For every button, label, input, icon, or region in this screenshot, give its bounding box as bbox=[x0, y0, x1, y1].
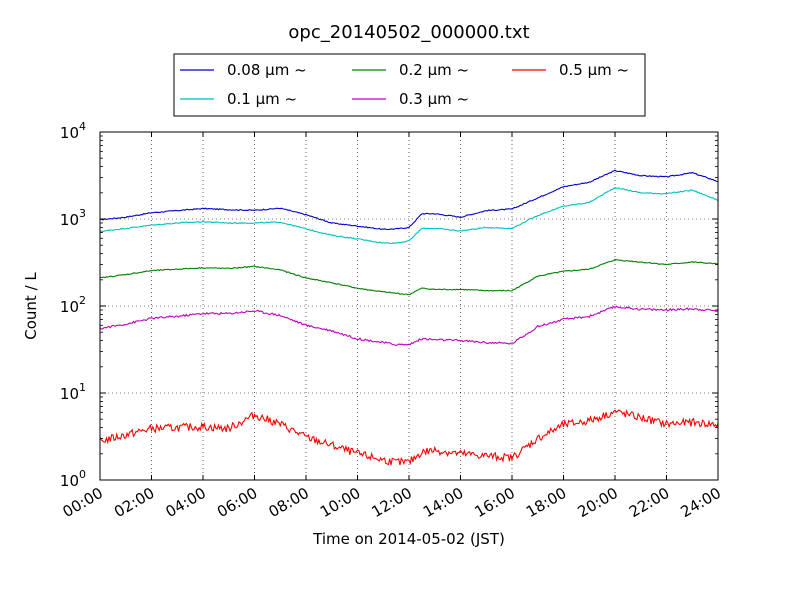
y-tick-label: 100 bbox=[60, 468, 86, 490]
series-line-2 bbox=[99, 258, 719, 296]
legend-label-4: 0.5 μm ~ bbox=[559, 61, 629, 79]
legend-box bbox=[173, 53, 646, 117]
series-layer bbox=[99, 169, 719, 466]
legend-label-2: 0.2 μm ~ bbox=[399, 61, 469, 79]
series-line-4 bbox=[99, 409, 719, 466]
x-tick-labels: 00:00 02:00 04:00 06:00 08:00 10:00 12:00 14:00… bbox=[60, 484, 724, 521]
y-tick-labels: 100 101 102 103 104 bbox=[60, 120, 86, 490]
x-tick-label: 02:00 bbox=[111, 484, 157, 521]
x-tick-label: 10:00 bbox=[317, 484, 363, 521]
x-tick-label: 06:00 bbox=[214, 484, 260, 521]
x-axis-label: Time on 2014-05-02 (JST) bbox=[312, 530, 505, 548]
x-tick-label: 12:00 bbox=[369, 484, 415, 521]
chart-title: opc_20140502_000000.txt bbox=[288, 22, 529, 43]
y-axis-label: Count / L bbox=[22, 272, 40, 340]
axis-ticks bbox=[99, 131, 719, 481]
legend-label-1: 0.1 μm ~ bbox=[227, 90, 297, 108]
x-tick-label: 16:00 bbox=[472, 484, 518, 521]
series-line-1 bbox=[99, 187, 719, 245]
x-tick-label: 18:00 bbox=[523, 484, 569, 521]
legend-label-0: 0.08 μm ~ bbox=[227, 61, 307, 79]
x-tick-label: 22:00 bbox=[626, 484, 672, 521]
y-tick-label: 103 bbox=[60, 207, 86, 229]
x-tick-label: 20:00 bbox=[575, 484, 621, 521]
x-tick-label: 08:00 bbox=[266, 484, 312, 521]
x-tick-label: 24:00 bbox=[678, 484, 724, 521]
y-tick-label: 102 bbox=[60, 294, 86, 316]
x-tick-label: 04:00 bbox=[163, 484, 209, 521]
series-line-3 bbox=[99, 305, 719, 347]
legend-label-3: 0.3 μm ~ bbox=[399, 90, 469, 108]
y-tick-label: 104 bbox=[60, 120, 86, 142]
series-line-0 bbox=[99, 169, 719, 231]
legend: 0.08 μm ~ 0.1 μm ~ 0.2 μm ~ 0.3 μm ~ 0.5 μm … bbox=[173, 53, 646, 117]
grid-lines bbox=[100, 132, 718, 480]
legend-items: 0.08 μm ~ 0.1 μm ~ 0.2 μm ~ 0.3 μm ~ 0.5 μm … bbox=[180, 61, 629, 108]
x-tick-label: 14:00 bbox=[420, 484, 466, 521]
y-tick-label: 101 bbox=[60, 381, 86, 403]
